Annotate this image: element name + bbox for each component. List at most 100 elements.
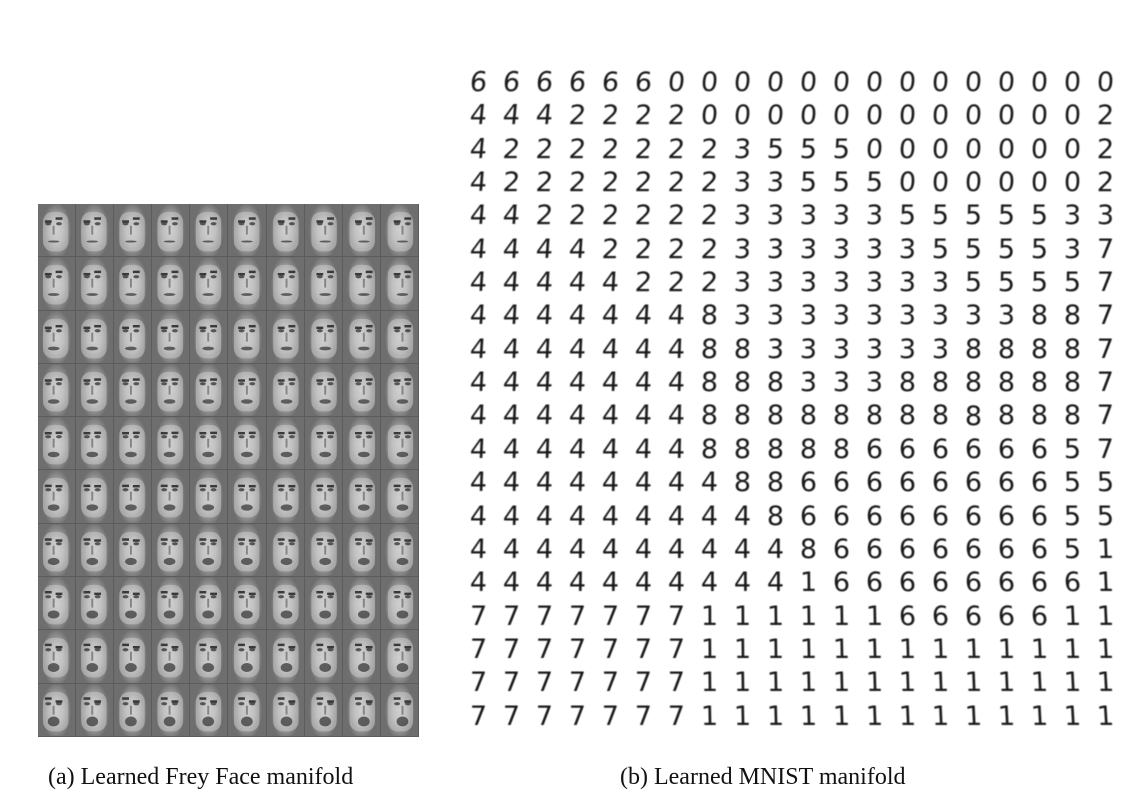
digit-sample: 6 xyxy=(997,534,1016,566)
digit-sample: 0 xyxy=(765,100,786,132)
digit-sample: 3 xyxy=(733,200,752,232)
digit-sample: 1 xyxy=(898,634,917,666)
digit-sample: 3 xyxy=(766,167,785,199)
digit-sample: 1 xyxy=(799,600,818,632)
face-thumbnail xyxy=(342,310,381,364)
digit-sample: 7 xyxy=(634,700,653,732)
face-thumbnail xyxy=(266,257,305,311)
digit-sample: 4 xyxy=(568,333,587,365)
digit-sample: 2 xyxy=(567,100,588,132)
face-thumbnail xyxy=(342,577,381,631)
face-thumbnail xyxy=(342,630,381,684)
digit-sample: 4 xyxy=(634,400,653,432)
digit-sample: 4 xyxy=(634,567,653,599)
digit-sample: 6 xyxy=(964,567,983,599)
face-thumbnail xyxy=(304,470,343,524)
digit-sample: 2 xyxy=(501,167,522,199)
digit-sample: 6 xyxy=(898,600,917,632)
digit-sample: 4 xyxy=(469,500,488,532)
digit-sample: 3 xyxy=(799,200,818,232)
digit-sample: 3 xyxy=(832,333,851,365)
digit-sample: 5 xyxy=(1030,200,1049,232)
digit-sample: 4 xyxy=(667,534,686,566)
digit-sample: 1 xyxy=(931,700,950,732)
digit-sample: 6 xyxy=(865,467,884,499)
digit-sample: 5 xyxy=(931,233,950,265)
digit-sample: 3 xyxy=(799,300,818,332)
digit-sample: 1 xyxy=(799,667,818,699)
face-thumbnail xyxy=(76,577,115,631)
face-thumbnail xyxy=(304,630,343,684)
digit-sample: 6 xyxy=(1030,600,1049,632)
digit-sample: 3 xyxy=(931,333,950,365)
face-thumbnail xyxy=(342,257,381,311)
face-thumbnail xyxy=(266,363,305,418)
digit-sample: 5 xyxy=(931,200,950,232)
digit-sample: 1 xyxy=(832,634,851,666)
digit-sample: 8 xyxy=(799,534,818,566)
face-thumbnail xyxy=(380,417,419,471)
digit-sample: 8 xyxy=(766,434,785,466)
digit-sample: 1 xyxy=(766,634,785,666)
digit-sample: 1 xyxy=(733,667,752,699)
face-thumbnail xyxy=(380,257,419,311)
digit-sample: 5 xyxy=(898,200,917,232)
digit-sample: 1 xyxy=(700,667,719,699)
face-thumbnail xyxy=(228,204,267,258)
face-thumbnail xyxy=(342,204,381,258)
digit-sample: 6 xyxy=(865,567,884,599)
digit-sample: 0 xyxy=(865,100,884,132)
face-thumbnail xyxy=(76,683,115,737)
digit-sample: 1 xyxy=(964,700,983,732)
digit-sample: 4 xyxy=(601,534,620,566)
digit-sample: 8 xyxy=(1063,367,1082,399)
digit-sample: 1 xyxy=(1063,600,1082,632)
digit-sample: 4 xyxy=(468,267,489,299)
digit-sample: 4 xyxy=(468,100,489,132)
digit-sample: 4 xyxy=(601,300,620,332)
digit-sample: 3 xyxy=(832,267,851,299)
digit-sample: 6 xyxy=(997,567,1016,599)
digit-sample: 2 xyxy=(634,267,653,299)
face-thumbnail xyxy=(38,523,77,578)
digit-sample: 2 xyxy=(534,200,555,232)
digit-sample: 5 xyxy=(964,267,983,299)
digit-sample: 6 xyxy=(964,534,983,566)
digit-sample: 7 xyxy=(667,700,686,732)
digit-sample: 5 xyxy=(1063,434,1082,466)
digit-sample: 7 xyxy=(535,600,554,632)
digit-sample: 7 xyxy=(601,634,620,666)
digit-sample: 4 xyxy=(535,567,554,599)
digit-sample: 0 xyxy=(1030,67,1049,99)
face-thumbnail xyxy=(228,257,267,311)
face-thumbnail xyxy=(228,417,267,471)
digit-sample: 5 xyxy=(798,133,819,165)
digit-sample: 4 xyxy=(634,367,653,399)
digit-sample: 1 xyxy=(766,667,785,699)
digit-sample: 6 xyxy=(898,534,917,566)
digit-sample: 4 xyxy=(502,467,521,499)
digit-sample: 0 xyxy=(798,67,819,99)
digit-sample: 4 xyxy=(667,300,686,332)
digit-sample: 4 xyxy=(568,500,587,532)
frey-face-manifold-grid xyxy=(38,204,419,737)
digit-sample: 3 xyxy=(766,267,785,299)
digit-sample: 6 xyxy=(898,567,917,599)
face-thumbnail xyxy=(152,577,191,631)
digit-sample: 1 xyxy=(997,634,1016,666)
digit-sample: 7 xyxy=(1096,400,1115,432)
digit-sample: 2 xyxy=(633,133,654,165)
digit-sample: 1 xyxy=(865,600,884,632)
digit-sample: 1 xyxy=(832,600,851,632)
digit-sample: 5 xyxy=(997,200,1016,232)
digit-sample: 6 xyxy=(931,434,950,466)
digit-sample: 4 xyxy=(601,367,620,399)
digit-sample: 6 xyxy=(832,534,851,566)
digit-sample: 4 xyxy=(469,534,488,566)
face-thumbnail xyxy=(304,204,343,258)
digit-sample: 2 xyxy=(667,267,686,299)
digit-sample: 4 xyxy=(667,567,686,599)
digit-sample: 4 xyxy=(534,300,555,332)
face-thumbnail xyxy=(304,310,343,364)
digit-sample: 4 xyxy=(634,500,653,532)
